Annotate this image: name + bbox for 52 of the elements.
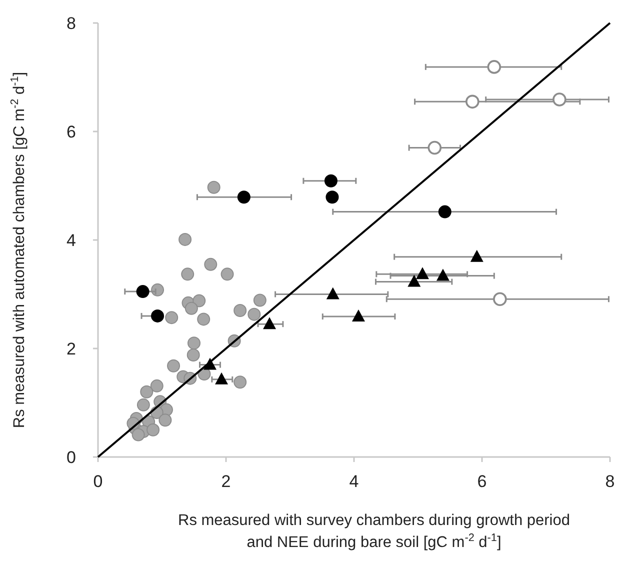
point xyxy=(215,372,228,384)
point xyxy=(186,348,200,362)
point xyxy=(140,385,154,398)
point xyxy=(167,359,180,372)
point xyxy=(150,379,164,392)
point xyxy=(438,205,452,218)
point xyxy=(220,268,234,281)
point xyxy=(178,232,192,246)
point xyxy=(184,302,198,315)
point xyxy=(326,190,339,204)
point xyxy=(466,94,480,109)
y-tick-label: 8 xyxy=(66,14,76,33)
point xyxy=(416,267,429,280)
point xyxy=(326,287,340,300)
point xyxy=(136,285,150,298)
point xyxy=(248,308,261,321)
x-tick-label: 8 xyxy=(605,472,615,491)
y-tick-label: 2 xyxy=(66,340,76,358)
x-axis-title: Rs measured with survey chambers during growth period and NEE during bare soil [gC m$^{-2}$ d$^{-1}$] xyxy=(178,512,570,551)
point xyxy=(470,250,484,262)
point xyxy=(324,174,338,188)
x-tick-label: 2 xyxy=(221,472,231,491)
point xyxy=(493,292,507,306)
point xyxy=(263,317,276,330)
point xyxy=(436,268,450,281)
point xyxy=(552,92,566,106)
point xyxy=(408,274,421,287)
point xyxy=(165,311,178,324)
point xyxy=(158,414,172,427)
point xyxy=(192,294,206,308)
point xyxy=(207,180,220,194)
x-tick-label: 0 xyxy=(93,472,103,491)
y-tick-label: 6 xyxy=(66,122,76,142)
y-tick-label: 4 xyxy=(66,231,76,250)
point xyxy=(428,140,442,155)
point xyxy=(237,190,250,204)
point xyxy=(352,309,365,322)
y-tick-label: 0 xyxy=(66,448,76,467)
point xyxy=(253,294,266,307)
x-tick-label: 4 xyxy=(349,472,359,491)
point xyxy=(197,312,210,326)
point xyxy=(204,258,218,271)
point xyxy=(234,376,247,389)
point xyxy=(181,268,194,281)
point xyxy=(136,398,150,412)
point xyxy=(151,309,164,322)
point xyxy=(487,60,502,74)
point xyxy=(234,304,247,318)
point xyxy=(146,423,160,436)
x-tick-label: 6 xyxy=(477,472,487,491)
point xyxy=(132,428,145,442)
point xyxy=(188,336,200,350)
